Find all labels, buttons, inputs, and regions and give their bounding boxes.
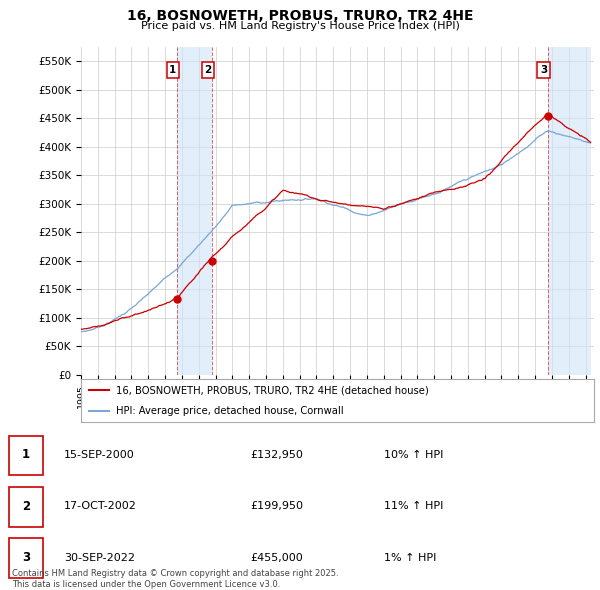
Text: 11% ↑ HPI: 11% ↑ HPI (385, 502, 443, 511)
Text: 30-SEP-2022: 30-SEP-2022 (64, 553, 135, 562)
Text: Price paid vs. HM Land Registry's House Price Index (HPI): Price paid vs. HM Land Registry's House … (140, 21, 460, 31)
Text: £132,950: £132,950 (250, 450, 304, 460)
FancyBboxPatch shape (9, 435, 43, 475)
Bar (548, 47, 590, 375)
Bar (177, 47, 212, 375)
Text: 17-OCT-2002: 17-OCT-2002 (64, 502, 137, 511)
Text: 3: 3 (540, 65, 547, 75)
Text: 2: 2 (204, 65, 211, 75)
Text: 16, BOSNOWETH, PROBUS, TRURO, TR2 4HE: 16, BOSNOWETH, PROBUS, TRURO, TR2 4HE (127, 9, 473, 23)
Text: 15-SEP-2000: 15-SEP-2000 (64, 450, 135, 460)
Text: £455,000: £455,000 (250, 553, 303, 562)
Text: 2: 2 (22, 500, 30, 513)
Text: 10% ↑ HPI: 10% ↑ HPI (385, 450, 443, 460)
Text: HPI: Average price, detached house, Cornwall: HPI: Average price, detached house, Corn… (116, 406, 344, 416)
Text: 16, BOSNOWETH, PROBUS, TRURO, TR2 4HE (detached house): 16, BOSNOWETH, PROBUS, TRURO, TR2 4HE (d… (116, 385, 428, 395)
Text: 1% ↑ HPI: 1% ↑ HPI (385, 553, 437, 562)
Text: 1: 1 (22, 448, 30, 461)
FancyBboxPatch shape (9, 538, 43, 578)
Text: 3: 3 (22, 551, 30, 564)
Text: £199,950: £199,950 (250, 502, 304, 511)
Text: 1: 1 (169, 65, 176, 75)
FancyBboxPatch shape (9, 487, 43, 526)
Text: Contains HM Land Registry data © Crown copyright and database right 2025.
This d: Contains HM Land Registry data © Crown c… (12, 569, 338, 589)
